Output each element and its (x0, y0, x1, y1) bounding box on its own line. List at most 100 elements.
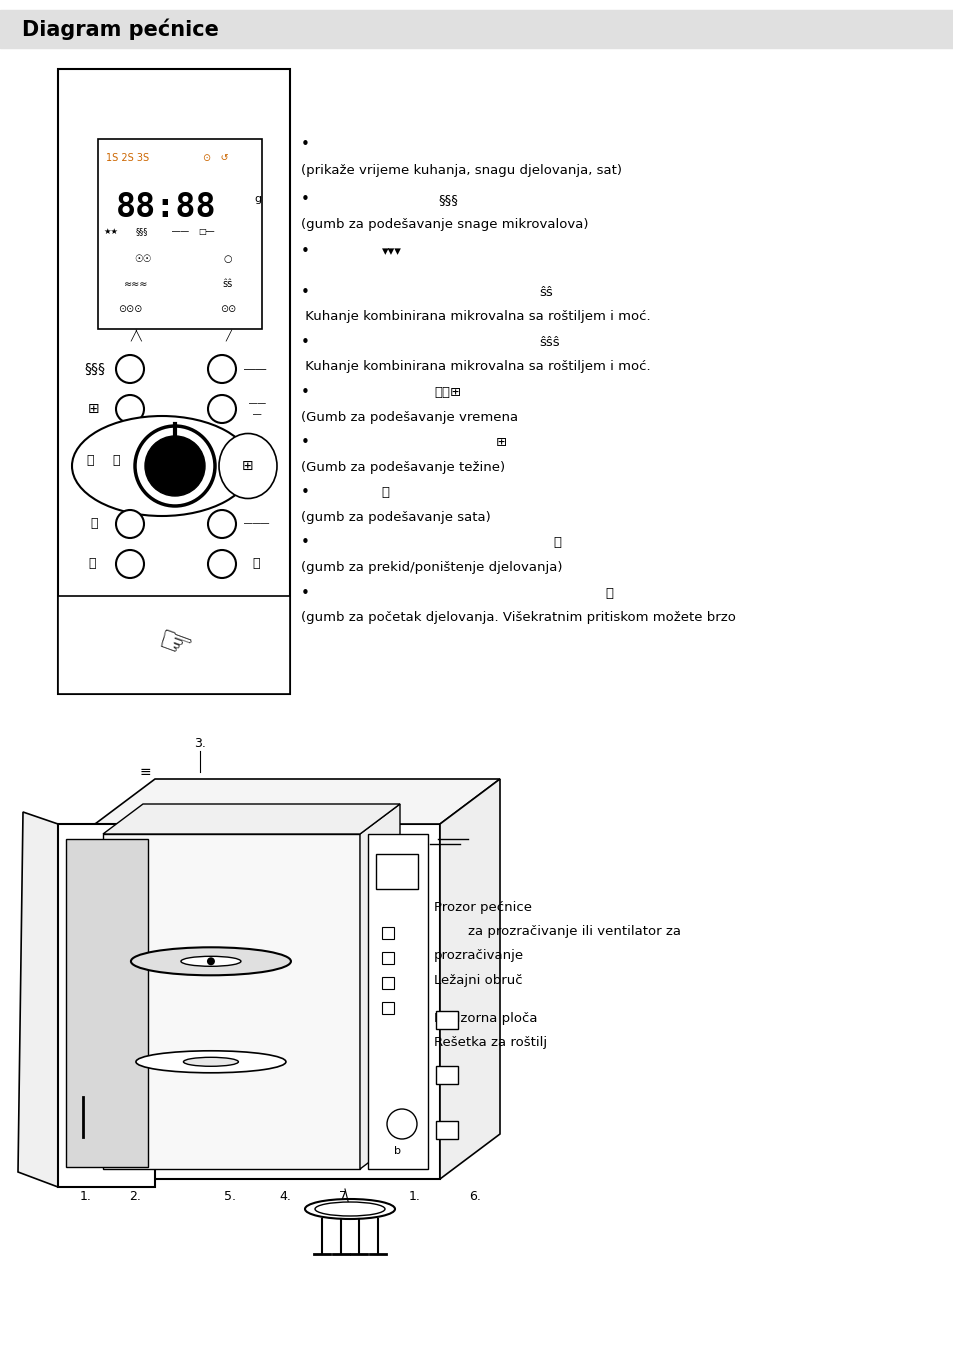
Bar (58, 596, 290, 695)
Text: 1S 2S 3S: 1S 2S 3S (106, 153, 149, 162)
Text: •: • (300, 191, 309, 207)
Circle shape (208, 550, 235, 578)
Text: 6.: 6. (469, 1190, 480, 1202)
Ellipse shape (305, 1200, 395, 1219)
Circle shape (116, 355, 144, 383)
Bar (381, 927, 394, 940)
Text: ▾▾▾: ▾▾▾ (381, 245, 401, 259)
Circle shape (207, 957, 214, 965)
Text: g: g (254, 194, 261, 204)
Bar (381, 978, 394, 988)
Circle shape (387, 1109, 416, 1139)
Text: •: • (300, 585, 309, 601)
Text: •: • (300, 535, 309, 551)
Text: ⌚: ⌚ (112, 455, 120, 467)
Ellipse shape (135, 1051, 286, 1072)
Text: ☞: ☞ (151, 621, 196, 669)
Circle shape (208, 510, 235, 538)
Text: •: • (300, 485, 309, 501)
Ellipse shape (183, 1057, 238, 1067)
Text: 1.: 1. (80, 1190, 91, 1202)
Text: ⧖: ⧖ (252, 558, 259, 570)
Text: ╱: ╱ (225, 329, 231, 341)
Text: ⧖: ⧖ (553, 536, 560, 550)
Bar (436, 1121, 457, 1139)
Polygon shape (439, 779, 499, 1179)
Text: ★★: ★★ (103, 227, 118, 236)
Text: ――: ―― (244, 364, 266, 374)
Text: •: • (300, 284, 309, 301)
Ellipse shape (181, 956, 241, 967)
Text: ⭯: ⭯ (381, 486, 389, 500)
Bar (66, 839, 148, 1167)
Bar (98, 139, 262, 329)
Text: ⊞: ⊞ (88, 402, 100, 416)
Text: •: • (300, 435, 309, 451)
Text: Prozor pećnice: Prozor pećnice (434, 900, 532, 914)
Text: ⊞: ⊞ (496, 436, 507, 450)
Text: ⏻: ⏻ (89, 558, 95, 570)
Bar (0, 9, 953, 47)
Bar (381, 1002, 394, 1014)
Bar (103, 834, 359, 1169)
Polygon shape (95, 779, 499, 825)
Text: Kuhanje kombinirana mikrovalna sa roštiljem i moć.: Kuhanje kombinirana mikrovalna sa roštil… (300, 360, 649, 374)
Text: ╱╲: ╱╲ (130, 329, 142, 341)
Text: (Gumb za podešavanje težine): (Gumb za podešavanje težine) (300, 460, 504, 474)
Text: 3.: 3. (193, 738, 206, 750)
Bar (381, 952, 394, 964)
Text: (prikaže vrijeme kuhanja, snagu djelovanja, sat): (prikaže vrijeme kuhanja, snagu djelovan… (300, 164, 620, 177)
Text: ⊙⊙⊙: ⊙⊙⊙ (117, 305, 142, 314)
Text: ――: ―― (172, 227, 189, 236)
Text: (gumb za prekid/poništenje djelovanja): (gumb za prekid/poništenje djelovanja) (300, 561, 561, 574)
Text: ☉☉: ☉☉ (134, 255, 152, 264)
Text: za prozračivanje ili ventilator za: za prozračivanje ili ventilator za (434, 925, 680, 938)
Text: (gumb za podešavanje sata): (gumb za podešavanje sata) (300, 510, 490, 524)
Text: Ležajni obruc̆: Ležajni obruc̆ (434, 974, 522, 987)
Circle shape (135, 427, 214, 506)
Text: ⭯: ⭯ (86, 455, 93, 467)
Bar (95, 825, 439, 1179)
Circle shape (116, 550, 144, 578)
Text: □―: □― (198, 227, 214, 236)
Text: 4.: 4. (279, 1190, 291, 1202)
Polygon shape (18, 812, 58, 1187)
Text: (gumb za podešavanje snage mikrovalova): (gumb za podešavanje snage mikrovalova) (300, 218, 587, 232)
Text: •: • (300, 244, 309, 260)
Text: ―――: ――― (244, 520, 270, 528)
Text: 88:88: 88:88 (115, 191, 216, 223)
Text: •: • (300, 137, 309, 153)
Circle shape (208, 395, 235, 422)
Text: ŝŝŝ: ŝŝŝ (538, 336, 559, 349)
Text: ≡: ≡ (139, 765, 151, 779)
Text: 5.: 5. (224, 1190, 235, 1202)
Text: Kuhanje kombinirana mikrovalna sa roštiljem i moć.: Kuhanje kombinirana mikrovalna sa roštil… (300, 310, 649, 324)
Text: Diagram pećnice: Diagram pećnice (22, 18, 218, 39)
Text: (gumb za početak djelovanja. Višekratnim pritiskom možete brzo: (gumb za početak djelovanja. Višekratnim… (300, 611, 735, 624)
Text: •: • (300, 385, 309, 401)
Ellipse shape (71, 416, 252, 516)
Polygon shape (103, 804, 399, 834)
Text: Nadzorna ploča: Nadzorna ploča (434, 1011, 537, 1025)
Bar (436, 1066, 457, 1085)
Text: §§§: §§§ (136, 227, 149, 236)
Text: prozračivanje: prozračivanje (434, 949, 523, 963)
Circle shape (116, 510, 144, 538)
Text: ○: ○ (224, 255, 232, 264)
Bar (368, 834, 428, 1169)
Circle shape (208, 355, 235, 383)
Text: (Gumb za podešavanje vremena: (Gumb za podešavanje vremena (300, 410, 517, 424)
Ellipse shape (219, 433, 276, 498)
Text: b: b (395, 1145, 401, 1156)
Text: ――
―: ―― ― (249, 399, 265, 418)
Polygon shape (359, 804, 399, 1169)
Text: ⊙⊙: ⊙⊙ (219, 305, 236, 314)
Text: ⊙   ↺: ⊙ ↺ (203, 153, 229, 162)
Text: ŝŝ: ŝŝ (538, 286, 552, 299)
Bar (58, 825, 154, 1187)
Text: ⭯: ⭯ (91, 517, 97, 531)
Text: •: • (300, 334, 309, 351)
Circle shape (116, 395, 144, 422)
Text: 7.: 7. (338, 1190, 351, 1202)
Bar (58, 69, 290, 695)
